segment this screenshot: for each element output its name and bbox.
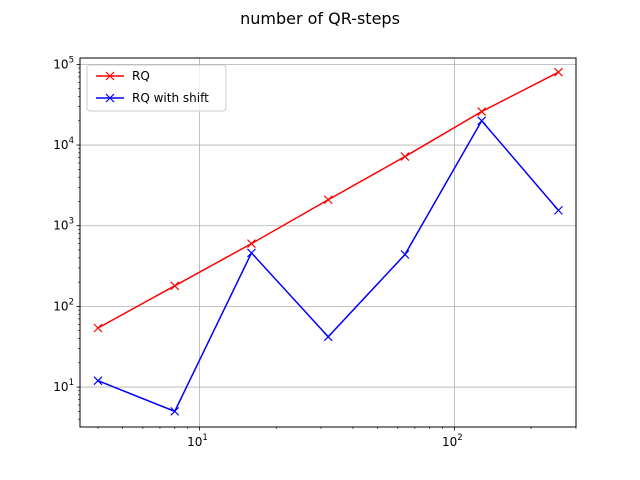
grid-lines xyxy=(80,58,576,427)
data-point-marker xyxy=(477,116,487,126)
data-point-marker xyxy=(554,205,563,215)
data-point-marker xyxy=(400,250,410,259)
y-tick-label: 101 xyxy=(53,378,74,394)
y-tick-label: 104 xyxy=(53,136,74,152)
x-tick-label: 101 xyxy=(187,433,208,449)
data-point-marker xyxy=(247,239,256,249)
plot-frame xyxy=(79,57,577,428)
legend-marker-rq-shift xyxy=(105,93,115,103)
chart-title: number of QR-steps xyxy=(240,9,400,28)
data-point-marker xyxy=(247,248,256,258)
data-point-marker xyxy=(170,406,180,416)
data-point-marker xyxy=(477,107,487,117)
y-tick-label: 102 xyxy=(53,297,74,313)
y-tick-label: 103 xyxy=(53,217,74,233)
y-tick-label: 105 xyxy=(53,55,74,71)
legend-label-rq: RQ xyxy=(132,69,150,83)
data-point-marker xyxy=(170,281,180,291)
series-line-1 xyxy=(97,119,560,413)
data-point-marker xyxy=(400,152,410,161)
legend-marker-rq xyxy=(105,71,115,81)
x-tick-label: 102 xyxy=(442,433,463,449)
data-point-marker xyxy=(554,67,563,77)
minor-ticks xyxy=(78,67,577,429)
data-point-marker xyxy=(323,195,333,205)
data-point-marker xyxy=(93,376,103,386)
legend-label-rq-shift: RQ with shift xyxy=(132,91,209,105)
series-lines xyxy=(93,67,563,416)
axis-ticks: 101 102 101 102 103 104 105 xyxy=(53,55,462,449)
legend: RQ RQ with shift xyxy=(86,64,227,112)
data-point-marker xyxy=(93,323,103,333)
data-point-marker xyxy=(323,332,333,342)
